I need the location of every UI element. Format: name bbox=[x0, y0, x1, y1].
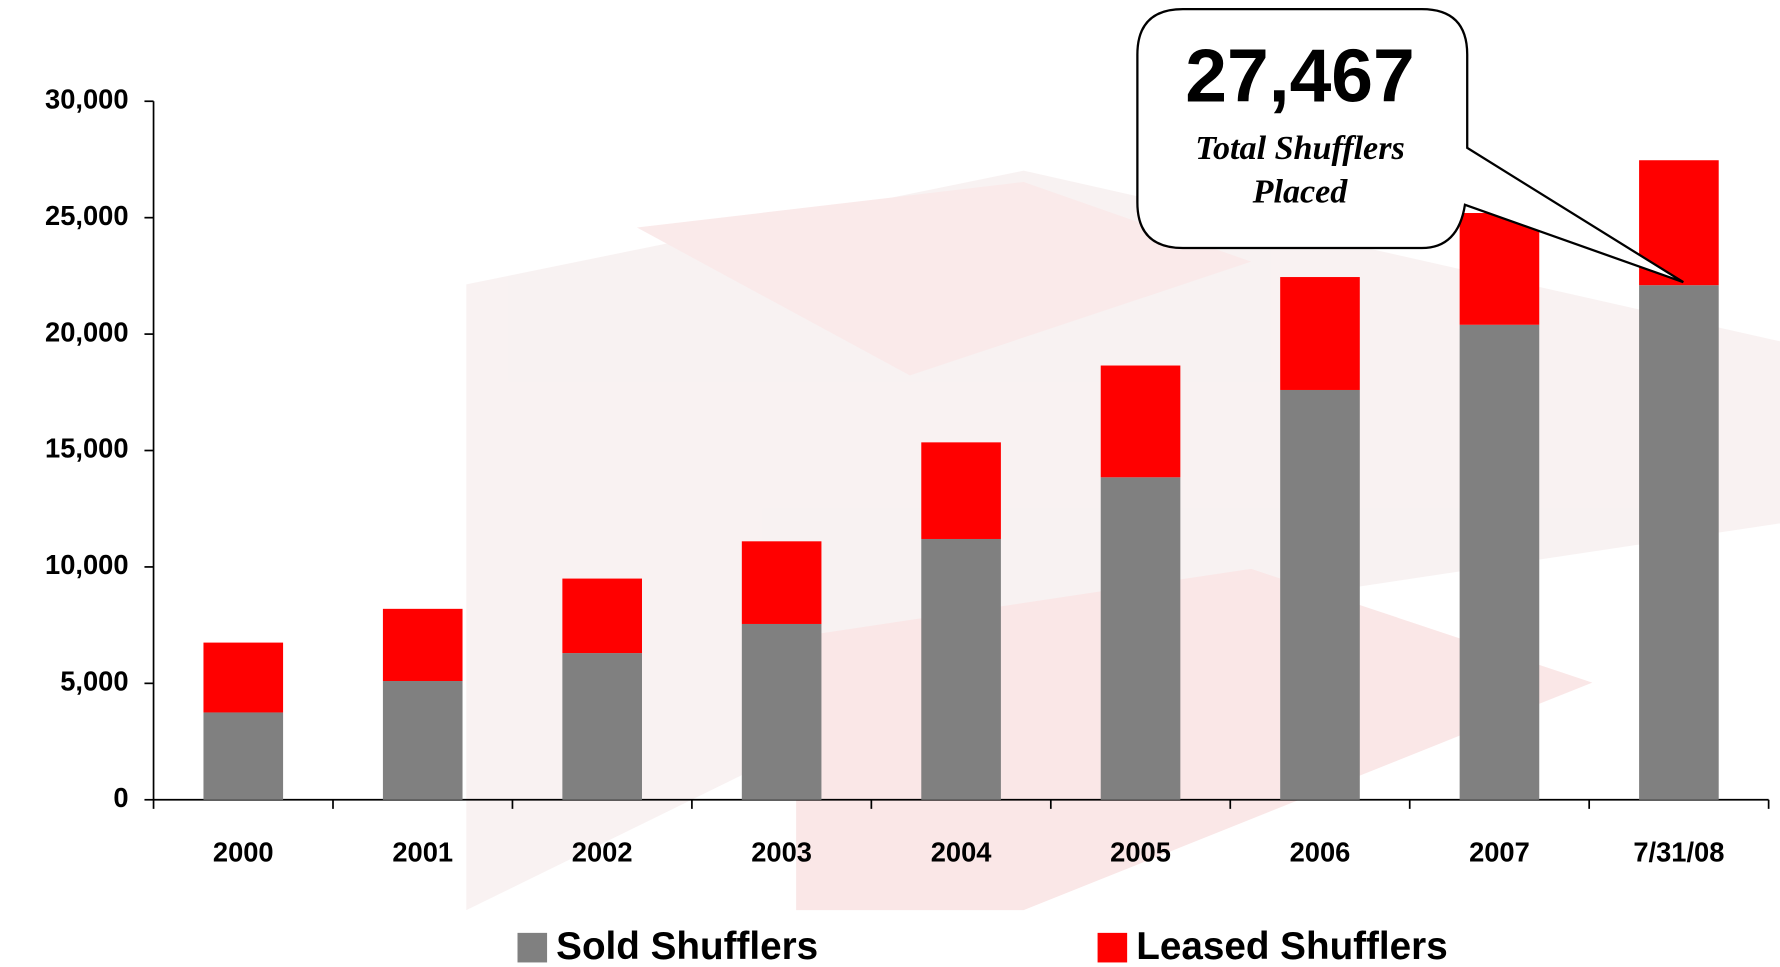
y-tick-label: 10,000 bbox=[45, 549, 128, 580]
x-tick-label: 2006 bbox=[1290, 837, 1351, 868]
y-tick-label: 0 bbox=[113, 782, 128, 813]
legend-swatch bbox=[518, 933, 548, 963]
bar-segment bbox=[1280, 390, 1360, 800]
bar-segment bbox=[203, 712, 283, 799]
bar-segment bbox=[203, 643, 283, 713]
callout-headline: 27,467 bbox=[1185, 34, 1415, 118]
x-tick-label: 7/31/08 bbox=[1633, 837, 1724, 868]
bar-segment bbox=[921, 442, 1001, 539]
y-tick-label: 30,000 bbox=[45, 83, 128, 114]
bar-segment bbox=[1460, 325, 1540, 800]
y-tick-label: 20,000 bbox=[45, 316, 128, 347]
bar-segment bbox=[1639, 285, 1719, 800]
bar-segment bbox=[383, 609, 463, 681]
callout-text: Placed bbox=[1252, 173, 1349, 210]
bar-segment bbox=[1101, 366, 1181, 478]
bar-segment bbox=[742, 624, 822, 800]
bar-segment bbox=[562, 653, 642, 800]
page: {"chart_data": {"type": "stacked_bar", "… bbox=[0, 0, 1780, 967]
x-tick-label: 2001 bbox=[392, 837, 453, 868]
x-tick-label: 2003 bbox=[751, 837, 812, 868]
chart: 0 5,000 10,000 15,000 20,000 25,000 30,000 2000… bbox=[0, 0, 1780, 967]
legend-label: Leased Shufflers bbox=[1136, 925, 1447, 967]
y-tick-label: 5,000 bbox=[60, 666, 128, 697]
legend-swatch bbox=[1098, 933, 1128, 963]
bar-segment bbox=[1280, 277, 1360, 390]
y-tick-label: 25,000 bbox=[45, 200, 128, 231]
bar-segment bbox=[1460, 213, 1540, 325]
x-tick-label: 2007 bbox=[1469, 837, 1530, 868]
x-tick-label: 2000 bbox=[213, 837, 274, 868]
bar-segment bbox=[742, 541, 822, 624]
bar-segment bbox=[562, 579, 642, 654]
x-tick-label: 2002 bbox=[572, 837, 633, 868]
x-tick-label: 2005 bbox=[1110, 837, 1171, 868]
legend-label: Sold Shufflers bbox=[556, 925, 818, 967]
x-tick-label: 2004 bbox=[931, 837, 993, 868]
bar-segment bbox=[921, 539, 1001, 800]
bar-segment bbox=[1101, 477, 1181, 799]
bar-segment bbox=[383, 681, 463, 800]
y-tick-label: 15,000 bbox=[45, 433, 128, 464]
callout-text: Total Shufflers bbox=[1195, 130, 1404, 167]
